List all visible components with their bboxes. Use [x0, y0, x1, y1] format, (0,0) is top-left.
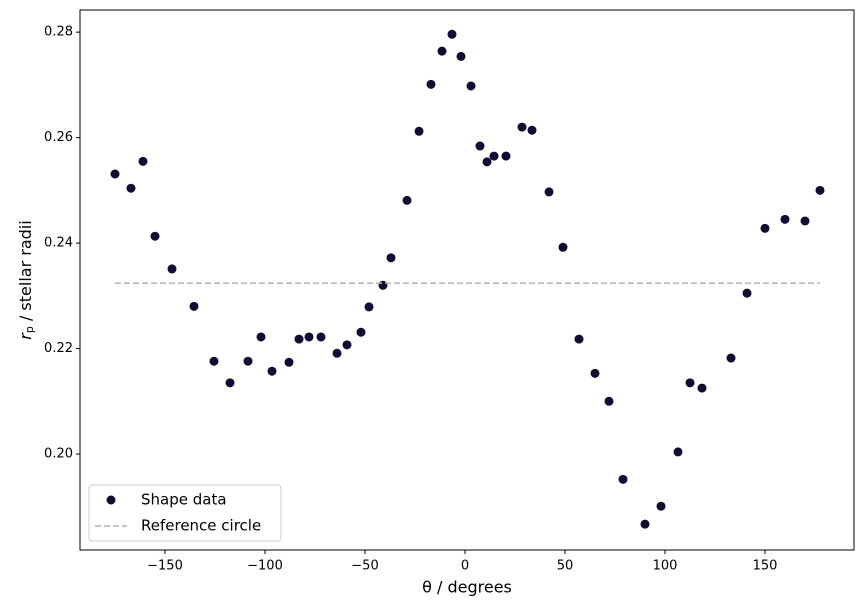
data-point	[558, 242, 568, 252]
plot-frame	[79, 9, 855, 551]
data-point	[527, 125, 537, 135]
y-label-subscript: p	[23, 326, 36, 333]
x-tick-label: 100	[653, 559, 678, 574]
y-tick-label: 0.20	[44, 447, 73, 462]
x-tick-label: −50	[351, 559, 378, 574]
data-point	[304, 332, 314, 342]
data-point	[800, 216, 810, 226]
data-point	[544, 187, 554, 197]
data-point	[742, 288, 752, 298]
data-point	[138, 156, 148, 166]
data-point	[673, 447, 683, 457]
data-point	[697, 383, 707, 393]
data-point	[475, 141, 485, 151]
y-tick-label: 0.28	[44, 25, 73, 40]
data-point	[267, 366, 277, 376]
x-tick-label: −100	[247, 559, 283, 574]
y-tick-label: 0.22	[44, 341, 73, 356]
data-point	[489, 151, 499, 161]
legend-marker	[106, 495, 116, 505]
data-point	[815, 185, 825, 195]
data-point	[316, 332, 326, 342]
data-point	[225, 378, 235, 388]
data-point	[386, 253, 396, 263]
data-point	[482, 157, 492, 167]
data-point	[402, 195, 412, 205]
data-point	[780, 214, 790, 224]
data-point	[284, 357, 294, 367]
data-point	[640, 519, 650, 529]
data-point	[332, 348, 342, 358]
data-point	[590, 368, 600, 378]
data-point	[150, 231, 160, 241]
data-point	[466, 81, 476, 91]
y-tick-label: 0.24	[44, 236, 73, 251]
data-point	[126, 183, 136, 193]
y-axis-label: rp / stellar radii	[16, 220, 37, 339]
data-point	[604, 396, 614, 406]
x-tick-label: −150	[147, 559, 183, 574]
x-tick-label: 0	[461, 559, 469, 574]
data-point	[189, 301, 199, 311]
legend-label: Shape data	[141, 491, 227, 509]
data-point	[426, 79, 436, 89]
data-point	[656, 501, 666, 511]
data-point	[356, 327, 366, 337]
data-point	[574, 334, 584, 344]
x-tick-label: 150	[753, 559, 778, 574]
data-point	[294, 334, 304, 344]
data-point	[256, 332, 266, 342]
data-point	[447, 29, 457, 39]
x-axis-label: θ / degrees	[422, 578, 512, 597]
data-point	[760, 223, 770, 233]
y-tick-label: 0.26	[44, 130, 73, 145]
y-label-text: / stellar radii	[16, 220, 35, 326]
legend-box	[88, 484, 282, 542]
data-point	[342, 340, 352, 350]
data-point	[167, 264, 177, 274]
legend-label: Reference circle	[141, 517, 261, 535]
y-label-symbol: r	[16, 332, 35, 340]
data-point	[501, 151, 511, 161]
data-point	[378, 280, 388, 290]
data-point	[243, 356, 253, 366]
data-point	[209, 356, 219, 366]
data-point	[685, 378, 695, 388]
data-point	[364, 302, 374, 312]
data-point	[517, 122, 527, 132]
data-point	[618, 474, 628, 484]
data-point	[414, 126, 424, 136]
data-point	[456, 51, 466, 61]
data-point	[437, 46, 447, 56]
data-point	[726, 353, 736, 363]
x-tick-label: 50	[557, 559, 574, 574]
data-point	[110, 169, 120, 179]
